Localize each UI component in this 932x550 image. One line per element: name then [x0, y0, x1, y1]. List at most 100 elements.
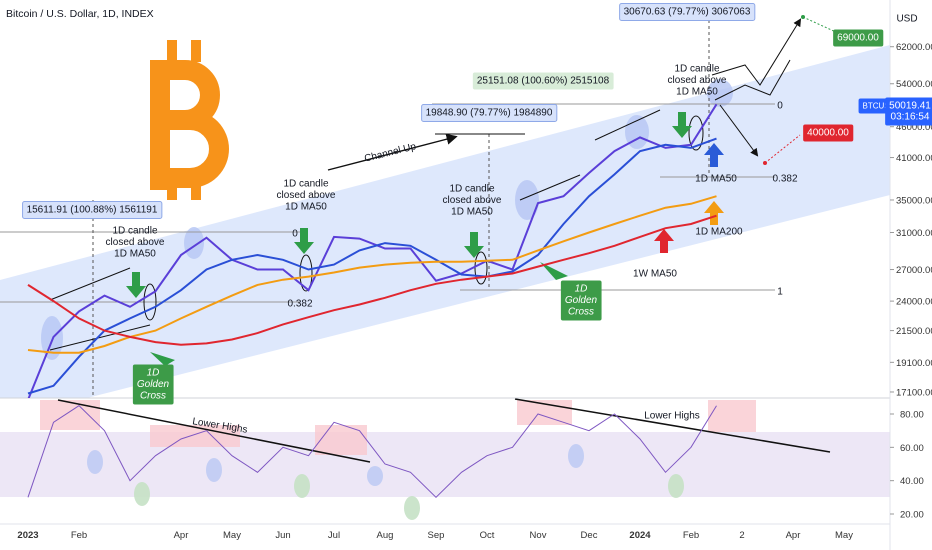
annotation-line: 1D MA200 [695, 227, 743, 238]
annotation-line: 0 [292, 229, 298, 240]
annotation-line: 03:16:54 [891, 112, 930, 123]
annotation-text: Lower Highs [644, 411, 700, 422]
annotation-line: 40000.00 [807, 128, 849, 139]
annotation: 1D MA200 [695, 227, 743, 238]
y-tick-label: 19100.00 [896, 358, 932, 369]
annotation-line: 1D candle [283, 179, 328, 190]
annotation-line: 69000.00 [837, 33, 879, 44]
annotation-line: 1D MA50 [695, 174, 737, 185]
annotation-text: 0.382 [287, 299, 312, 310]
annotation-line: Cross [140, 391, 166, 402]
y-tick-label: 24000.00 [896, 297, 932, 308]
annotation: Lower Highs [644, 411, 700, 422]
annotation-box [619, 3, 756, 21]
annotation-line: 1D candle [674, 64, 719, 75]
annotation-line: 1 [777, 287, 783, 298]
annotation-text: 69000.00 [837, 33, 879, 44]
price-line [27, 195, 717, 354]
annotation: 1D candle closed above 1D MA50 [106, 226, 165, 260]
annotation: USD [896, 14, 917, 25]
annotation-text: 1D Golden Cross [137, 368, 170, 402]
annotation-line: 0 [777, 101, 783, 112]
x-tick-label: Nov [530, 530, 547, 541]
annotation-line: 0.382 [287, 299, 312, 310]
x-tick-label: Oct [480, 530, 495, 541]
y-tick-label: 46000.00 [896, 122, 932, 133]
annotation: 0.382 [772, 174, 797, 185]
y-tick-label: 54000.00 [896, 79, 932, 90]
y-tick-label: 27000.00 [896, 265, 932, 276]
annotation-line: 19848.90 (79.77%) 1984890 [426, 108, 553, 119]
rsi-line [27, 405, 717, 499]
annotation-text: 40000.00 [807, 128, 849, 139]
annotation-line: closed above [106, 237, 165, 248]
annotation-text: 1D Golden Cross [565, 284, 598, 318]
annotation-box [560, 280, 602, 321]
annotation-line: 1W MA50 [633, 269, 677, 280]
annotation-line: 1D [147, 368, 160, 379]
annotation-text: 1D MA50 [695, 174, 737, 185]
rsi-highlights [87, 444, 584, 486]
annotation-text: 1 [777, 287, 783, 298]
annotation-line: 0.382 [772, 174, 797, 185]
annotation: 0.382 [287, 299, 312, 310]
x-tick-label: Apr [786, 530, 801, 541]
rsi-lows [134, 474, 684, 520]
x-tick-label: Sep [428, 530, 445, 541]
annotation-text: 25151.08 (100.60%) 2515108 [477, 76, 610, 87]
annotation-text: 1D candle closed above 1D MA50 [277, 179, 336, 213]
annotation-line: BTCUSD [863, 102, 896, 111]
annotation-text: 1D MA200 [695, 227, 743, 238]
annotation: 1 [777, 287, 783, 298]
rsi-tick-label: 40.00 [900, 476, 924, 487]
price-line [27, 137, 717, 395]
annotation-text: 0 [777, 101, 783, 112]
annotation-line: 1D MA50 [114, 249, 156, 260]
annotation: 1D candle closed above 1D MA50 [277, 179, 336, 213]
y-tick-label: 21500.00 [896, 326, 932, 337]
annotation: 40000.00 [803, 124, 854, 142]
annotation-text: 1W MA50 [633, 269, 677, 280]
drawings [0, 15, 839, 463]
x-tick-label: Dec [581, 530, 598, 541]
annotation: 1D candle closed above 1D MA50 [443, 184, 502, 218]
rsi-tick-label: 80.00 [900, 410, 924, 421]
annotation-box [132, 364, 174, 405]
annotation: 1D MA50 [695, 174, 737, 185]
annotation-line: 25151.08 (100.60%) 2515108 [477, 76, 610, 87]
annotation-box [885, 97, 932, 126]
annotation: 1D candle closed above 1D MA50 [668, 64, 727, 98]
annotation-text: USD [896, 14, 917, 25]
annotation-line: Golden [137, 379, 170, 390]
rsi-tick-label: 60.00 [900, 443, 924, 454]
annotation-text: 1D candle closed above 1D MA50 [443, 184, 502, 218]
x-tick-label: 2023 [17, 530, 38, 541]
annotation-line: 1D [575, 284, 588, 295]
x-tick-label: 2 [739, 530, 744, 541]
bitcoin-logo [150, 40, 229, 200]
annotation: 1W MA50 [633, 269, 677, 280]
annotation: 0 [292, 229, 298, 240]
annotation-text: 0.382 [772, 174, 797, 185]
x-tick-label: Feb [683, 530, 699, 541]
annotation-line: 1D candle [112, 226, 157, 237]
annotation-line: Cross [568, 307, 594, 318]
annotation: 50019.41 03:16:54 [885, 97, 932, 126]
annotation-text: BTCUSD [863, 102, 896, 111]
annotation-line: 30670.63 (79.77%) 3067063 [624, 7, 751, 18]
x-tick-label: Aug [377, 530, 394, 541]
annotation-text: 1D candle closed above 1D MA50 [106, 226, 165, 260]
y-tick-label: 62000.00 [896, 42, 932, 53]
annotation-text: 0 [292, 229, 298, 240]
annotation-text: 19848.90 (79.77%) 1984890 [426, 108, 553, 119]
annotation-line: USD [896, 14, 917, 25]
annotation-line: 1D MA50 [285, 202, 327, 213]
annotation-text: 15611.91 (100.88%) 1561191 [27, 205, 158, 216]
x-tick-label: Jun [275, 530, 290, 541]
annotation-line: closed above [668, 75, 727, 86]
annotation-box [833, 29, 884, 47]
annotation-line: 1D candle [449, 184, 494, 195]
annotation: 1D Golden Cross [132, 364, 174, 405]
annotation: 19848.90 (79.77%) 1984890 [421, 104, 558, 122]
